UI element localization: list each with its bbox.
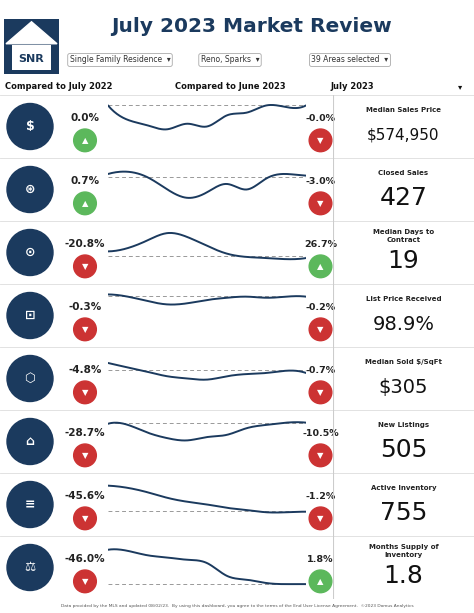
Text: ▼: ▼ — [82, 577, 88, 586]
Text: ▼: ▼ — [317, 514, 324, 523]
Text: -0.2%: -0.2% — [305, 303, 336, 312]
Text: -1.2%: -1.2% — [305, 492, 336, 501]
Text: ▲: ▲ — [82, 199, 88, 208]
Text: ⬡: ⬡ — [25, 372, 36, 385]
Circle shape — [309, 507, 332, 530]
Circle shape — [73, 255, 96, 278]
Text: ⊡: ⊡ — [25, 309, 35, 322]
Text: ▲: ▲ — [317, 262, 324, 271]
Text: -28.7%: -28.7% — [64, 428, 105, 438]
Text: ▼: ▼ — [82, 451, 88, 460]
FancyBboxPatch shape — [4, 19, 59, 74]
Circle shape — [73, 318, 96, 341]
Circle shape — [7, 481, 53, 528]
Text: Median Sales Price: Median Sales Price — [366, 107, 441, 113]
Circle shape — [7, 167, 53, 213]
Text: 26.7%: 26.7% — [304, 240, 337, 249]
Circle shape — [73, 381, 96, 404]
Text: ▼: ▼ — [317, 199, 324, 208]
Text: 1.8: 1.8 — [383, 565, 423, 588]
Circle shape — [309, 444, 332, 466]
Text: Data provided by the MLS and updated 08/02/23.  By using this dashboard, you agr: Data provided by the MLS and updated 08/… — [61, 604, 413, 608]
Text: -0.0%: -0.0% — [306, 114, 336, 123]
Text: -0.3%: -0.3% — [68, 302, 101, 312]
Circle shape — [309, 255, 332, 278]
Circle shape — [7, 292, 53, 338]
Text: Median Sold $/SqFt: Median Sold $/SqFt — [365, 359, 442, 365]
Text: ▾: ▾ — [458, 82, 462, 91]
Text: 39 Areas selected  ▾: 39 Areas selected ▾ — [311, 56, 389, 64]
Text: 505: 505 — [380, 438, 427, 462]
Text: Compared to June 2023: Compared to June 2023 — [175, 82, 286, 91]
Circle shape — [73, 570, 96, 593]
Text: ▼: ▼ — [317, 388, 324, 397]
Text: ▲: ▲ — [317, 577, 324, 586]
Text: Contract: Contract — [386, 237, 420, 243]
Circle shape — [7, 419, 53, 465]
Text: Compared to July 2022: Compared to July 2022 — [5, 82, 112, 91]
Circle shape — [7, 356, 53, 402]
Circle shape — [73, 507, 96, 530]
Text: ⊛: ⊛ — [25, 183, 35, 196]
Text: -4.8%: -4.8% — [68, 365, 102, 375]
Text: -20.8%: -20.8% — [65, 239, 105, 249]
Text: ▼: ▼ — [82, 388, 88, 397]
Text: ▼: ▼ — [82, 514, 88, 523]
Text: 0.7%: 0.7% — [71, 177, 100, 186]
Text: ⊙: ⊙ — [25, 246, 35, 259]
Text: Single Family Residence  ▾: Single Family Residence ▾ — [70, 56, 170, 64]
Bar — [12, 45, 51, 70]
Circle shape — [309, 381, 332, 404]
Text: ▼: ▼ — [82, 325, 88, 334]
Text: -10.5%: -10.5% — [302, 429, 339, 438]
Text: SNR: SNR — [18, 53, 45, 64]
Circle shape — [73, 192, 96, 215]
Circle shape — [7, 544, 53, 590]
Text: 19: 19 — [388, 249, 419, 273]
Text: ≡: ≡ — [25, 498, 35, 511]
Polygon shape — [6, 21, 57, 44]
Text: 1.8%: 1.8% — [307, 555, 334, 564]
Text: List Price Received: List Price Received — [365, 296, 441, 302]
Text: Active Inventory: Active Inventory — [371, 485, 436, 491]
Text: ▼: ▼ — [82, 262, 88, 271]
Text: $305: $305 — [379, 378, 428, 397]
Text: Months Supply of: Months Supply of — [369, 544, 438, 550]
Text: 98.9%: 98.9% — [373, 315, 435, 334]
Circle shape — [7, 104, 53, 150]
Text: $: $ — [26, 120, 35, 133]
Circle shape — [73, 444, 96, 466]
Text: -46.0%: -46.0% — [64, 554, 105, 565]
Circle shape — [309, 129, 332, 151]
Text: Closed Sales: Closed Sales — [378, 170, 428, 176]
Circle shape — [309, 570, 332, 593]
Text: July 2023: July 2023 — [330, 82, 374, 91]
Text: ▲: ▲ — [82, 136, 88, 145]
Circle shape — [309, 192, 332, 215]
Text: ▼: ▼ — [317, 451, 324, 460]
Text: Median Days to: Median Days to — [373, 229, 434, 235]
Text: Inventory: Inventory — [384, 552, 423, 558]
Text: ▼: ▼ — [317, 136, 324, 145]
Circle shape — [309, 318, 332, 341]
Text: July 2023 Market Review: July 2023 Market Review — [111, 17, 392, 36]
Text: 0.0%: 0.0% — [71, 113, 100, 123]
Text: -45.6%: -45.6% — [64, 491, 105, 501]
Text: ⌂: ⌂ — [26, 435, 35, 448]
Text: 755: 755 — [380, 501, 427, 525]
Circle shape — [73, 129, 96, 151]
Text: New Listings: New Listings — [378, 422, 429, 428]
Text: -3.0%: -3.0% — [306, 177, 336, 186]
Text: ▼: ▼ — [317, 325, 324, 334]
Text: -0.7%: -0.7% — [305, 366, 336, 375]
Circle shape — [7, 229, 53, 275]
Text: Reno, Sparks  ▾: Reno, Sparks ▾ — [201, 56, 259, 64]
Text: ⚖: ⚖ — [24, 561, 36, 574]
Text: $574,950: $574,950 — [367, 128, 440, 143]
Text: 427: 427 — [380, 186, 428, 210]
